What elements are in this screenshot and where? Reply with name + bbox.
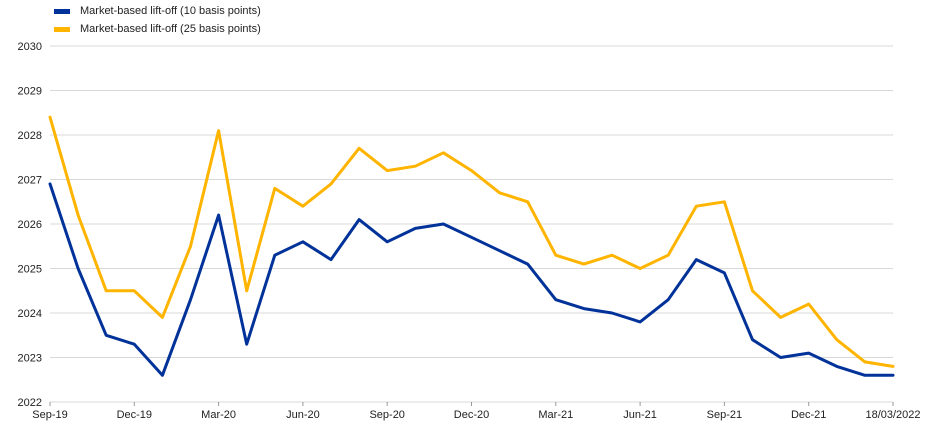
- series-0-point-26: [779, 356, 782, 359]
- x-tick-8: Sep-21: [707, 409, 742, 421]
- series-1-point-29: [864, 361, 866, 363]
- series-1-point-23: [695, 205, 698, 207]
- series-0-point-12: [386, 241, 389, 243]
- series-1-point-5: [189, 245, 192, 248]
- series-1-point-17: [526, 200, 529, 203]
- series-0-point-14: [442, 223, 445, 225]
- series-1-point-18: [555, 254, 557, 256]
- series-1-point-11: [358, 147, 360, 150]
- series-0-point-3: [133, 343, 136, 345]
- legend: Market-based lift-off (10 basis points) …: [54, 2, 261, 38]
- series-0-point-17: [526, 263, 529, 265]
- series-0-point-7: [245, 343, 248, 345]
- series-1-point-21: [639, 267, 641, 270]
- series-0-point-10: [330, 258, 332, 261]
- series-1-point-2: [105, 289, 107, 292]
- series-1-point-20: [611, 254, 613, 256]
- series-0-point-27: [807, 352, 810, 354]
- series-1-point-0: [49, 116, 51, 118]
- series-0-point-16: [498, 249, 501, 252]
- series-0-point-24: [723, 272, 726, 274]
- y-tick-2030: 2030: [18, 41, 42, 53]
- x-tick-10: 18/03/2022: [865, 409, 920, 421]
- series-0-point-11: [358, 218, 360, 221]
- legend-label-25bp: Market-based lift-off (25 basis points): [80, 23, 261, 35]
- series-0-point-28: [836, 365, 838, 368]
- series-0-point-22: [667, 298, 669, 301]
- series-0-point-13: [414, 227, 417, 230]
- x-tick-4: Sep-20: [369, 409, 404, 421]
- x-tick-5: Dec-20: [454, 409, 489, 421]
- series-line-1: [48, 115, 895, 368]
- series-0-point-8: [274, 254, 276, 256]
- series-0-point-18: [555, 298, 557, 301]
- series-1-point-15: [470, 169, 473, 172]
- series-0-point-1: [77, 267, 79, 270]
- series-1-point-7: [245, 289, 248, 292]
- y-tick-2027: 2027: [18, 175, 42, 187]
- series-1-point-19: [583, 263, 585, 265]
- series-1-point-28: [836, 338, 838, 341]
- y-tick-2029: 2029: [18, 86, 42, 98]
- series-1-point-4: [161, 316, 164, 319]
- legend-label-10bp: Market-based lift-off (10 basis points): [80, 5, 261, 17]
- series-0-point-30: [892, 374, 894, 377]
- y-tick-2022: 2022: [18, 397, 42, 409]
- series-1-point-12: [386, 169, 389, 172]
- y-tick-2025: 2025: [18, 264, 42, 276]
- x-tick-2: Mar-20: [201, 409, 236, 421]
- series-0-point-29: [864, 374, 866, 377]
- legend-item-10bp: Market-based lift-off (10 basis points): [54, 2, 261, 20]
- y-tick-2024: 2024: [18, 308, 42, 320]
- series-0-point-23: [695, 258, 698, 261]
- series-0-point-5: [189, 298, 192, 301]
- x-tick-7: Jun-21: [623, 409, 657, 421]
- series-1-point-26: [779, 316, 782, 319]
- series-1-point-14: [442, 152, 445, 154]
- series-0-point-0: [49, 183, 51, 185]
- legend-swatch-25bp: [54, 26, 70, 32]
- series-1-point-9: [302, 205, 304, 207]
- series-1-point-27: [807, 303, 810, 305]
- x-tick-0: Sep-19: [32, 409, 67, 421]
- series-0-point-6: [217, 214, 220, 216]
- series-1-point-24: [723, 200, 726, 203]
- series-1-point-22: [667, 254, 669, 256]
- series-0-point-25: [751, 338, 754, 341]
- series-1-point-1: [77, 214, 79, 216]
- series-1-point-13: [414, 165, 417, 167]
- y-tick-2028: 2028: [18, 130, 42, 142]
- series-0-point-2: [105, 334, 107, 337]
- series-0-point-4: [161, 374, 164, 377]
- x-tick-3: Jun-20: [286, 409, 320, 421]
- series-0-point-19: [583, 307, 585, 310]
- x-tick-1: Dec-19: [117, 409, 152, 421]
- series-0-point-20: [611, 312, 613, 314]
- series-0-point-21: [639, 321, 641, 323]
- series-0-point-15: [470, 236, 473, 239]
- y-tick-2026: 2026: [18, 219, 42, 231]
- series-1-point-25: [751, 289, 754, 292]
- series-1-point-16: [498, 192, 501, 194]
- series-1-point-30: [892, 365, 894, 368]
- x-tick-9: Dec-21: [791, 409, 826, 421]
- y-tick-2023: 2023: [18, 353, 42, 365]
- x-tick-6: Mar-21: [538, 409, 573, 421]
- series-1-point-8: [274, 187, 276, 190]
- legend-swatch-10bp: [54, 8, 70, 14]
- series-1-point-6: [217, 129, 220, 132]
- series-1-point-10: [330, 183, 332, 185]
- series-1-point-3: [133, 289, 136, 292]
- series-0-point-9: [302, 241, 304, 243]
- legend-item-25bp: Market-based lift-off (25 basis points): [54, 20, 261, 38]
